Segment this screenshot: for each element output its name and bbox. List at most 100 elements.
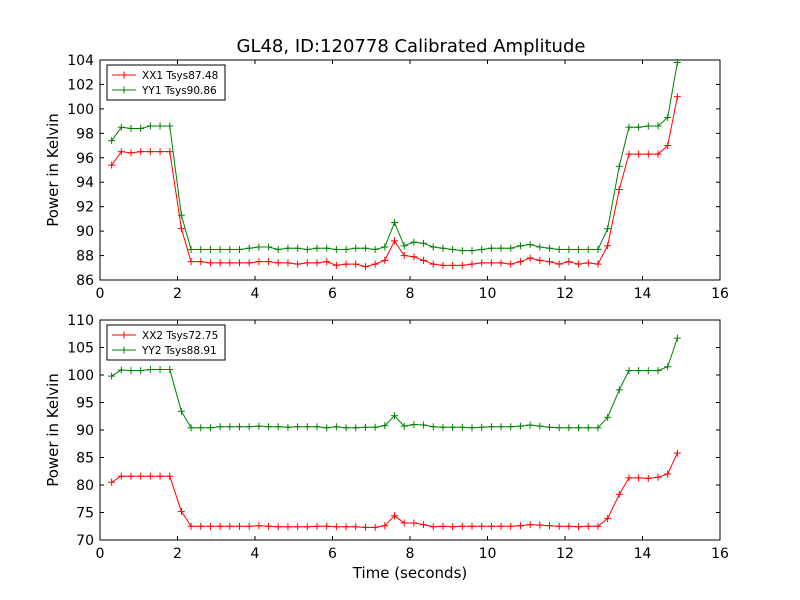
upper-series-xx1-point	[584, 259, 592, 267]
lower-series-yy2-point	[439, 423, 447, 431]
lower-series-xx2-point	[197, 522, 205, 530]
upper-series-xx1-point	[604, 242, 612, 250]
upper-legend-entry-yy1-label: YY1 Tsys90.86	[141, 85, 217, 97]
lower-series-yy2-point	[332, 423, 340, 431]
upper-y-tick-label: 102	[67, 77, 94, 93]
lower-series-yy2-point	[497, 423, 505, 431]
lower-legend-entry-xx2: XX2 Tsys72.75	[112, 330, 218, 342]
lower-legend-entry-yy2: YY2 Tsys88.91	[112, 345, 217, 357]
lower-y-tick-label: 95	[76, 396, 94, 412]
lower-series-xx2-point	[615, 490, 623, 498]
lower-series-yy2-point	[156, 366, 164, 373]
upper-series-yy1-point	[206, 245, 214, 253]
lower-series-yy2-point	[410, 421, 418, 428]
lower-series-yy2-point	[584, 424, 592, 432]
lower-series-yy2-point	[146, 366, 154, 373]
upper-series-xx1-point	[546, 258, 553, 266]
lower-series-xx2-point	[313, 522, 321, 530]
upper-y-tick-label: 104	[67, 53, 94, 69]
upper-legend: XX1 Tsys87.48 YY1 Tsys90.86	[106, 64, 226, 101]
lower-y-tick-label: 70	[76, 533, 94, 549]
lower-series-xx2-point	[439, 522, 447, 530]
upper-series-yy1-point	[361, 244, 369, 252]
upper-series-xx1-point	[294, 260, 302, 268]
upper-series-yy1-point	[487, 244, 495, 252]
lower-series-yy2-point	[468, 424, 476, 432]
lower-series-yy2-point	[381, 422, 389, 430]
lower-series-yy2-point	[265, 423, 273, 431]
upper-series-yy1-point	[644, 122, 652, 130]
lower-series-yy2-point	[575, 424, 583, 432]
lower-x-tick-label: 4	[251, 546, 260, 562]
lower-legend: XX2 Tsys72.75 YY2 Tsys88.91	[106, 324, 226, 361]
lower-series-xx2-point	[284, 523, 292, 531]
lower-series-xx2-point	[604, 515, 612, 523]
lower-x-tick-label: 16	[711, 546, 729, 562]
upper-series-xx1-point	[536, 256, 544, 264]
lower-series-yy2-point	[400, 422, 408, 430]
upper-series-xx1-point	[156, 148, 164, 156]
upper-series-xx1-point	[303, 259, 311, 267]
upper-legend-entry-xx1: XX1 Tsys87.48	[112, 70, 218, 82]
lower-series-xx2-point	[429, 523, 437, 531]
upper-series-yy1-point	[226, 245, 234, 253]
lower-y-tick-label: 105	[67, 341, 94, 357]
lower-series-yy2-point	[245, 423, 253, 431]
lower-legend-entry-yy2-label: YY2 Tsys88.91	[141, 345, 217, 357]
upper-series-yy1-point	[323, 244, 331, 252]
upper-series-xx1-point	[361, 263, 369, 271]
lower-series-xx2-point	[458, 522, 466, 530]
upper-x-tick-label: 10	[479, 286, 497, 302]
lower-series-xx2-point	[478, 522, 486, 530]
lower-x-axis-label: Time (seconds)	[352, 564, 468, 582]
upper-series-xx1-point	[439, 261, 447, 269]
lower-series-yy2-point	[197, 424, 205, 432]
upper-y-tick-label: 98	[76, 126, 94, 142]
upper-x-tick-label: 8	[406, 286, 415, 302]
upper-series-xx1-point	[245, 259, 253, 267]
upper-series-xx1-point	[555, 260, 563, 268]
upper-series-xx1-point	[565, 258, 573, 266]
lower-series-yy2-point	[284, 423, 292, 431]
lower-series-yy2-point	[127, 367, 135, 375]
upper-series-yy1-point	[555, 245, 563, 253]
lower-x-tick-label: 2	[173, 546, 182, 562]
upper-series-yy1-point	[156, 122, 164, 130]
lower-x-tick-label: 6	[328, 546, 337, 562]
lower-series-xx2-point	[156, 472, 164, 480]
lower-series-yy2-point	[644, 367, 652, 375]
upper-series-xx1-point	[226, 259, 234, 267]
upper-y-tick-label: 92	[76, 200, 94, 216]
lower-series-xx2-point	[303, 523, 311, 531]
lower-series-yy2-point	[546, 423, 553, 431]
upper-series-yy1-point	[332, 245, 340, 253]
upper-series-yy1-point	[391, 219, 398, 227]
lower-series-xx2-point	[274, 523, 282, 531]
upper-series-yy1-point	[635, 123, 643, 131]
upper-series-xx1-point	[313, 259, 321, 267]
upper-series-yy1-point	[458, 247, 466, 255]
upper-series-yy1-point	[166, 122, 174, 130]
upper-series-xx1-point	[146, 148, 154, 156]
lower-series-xx2-point	[575, 523, 583, 531]
upper-series-xx1-point	[371, 260, 379, 268]
upper-series-xx1-point	[615, 186, 623, 194]
upper-series-yy1-point	[381, 243, 389, 251]
upper-y-tick-label: 96	[76, 151, 94, 167]
upper-series-xx1-point	[265, 258, 273, 266]
lower-series-xx2-point	[323, 522, 331, 530]
lower-series-xx2-point	[187, 522, 195, 530]
upper-series-xx1-point	[497, 259, 505, 267]
lower-series-yy2-point	[303, 423, 311, 431]
lower-series-yy2-point	[236, 423, 243, 431]
lower-series-xx2-point	[332, 523, 340, 531]
upper-series-yy1-point	[420, 239, 428, 247]
upper-series-yy1-point	[575, 245, 583, 253]
lower-series-yy2-point	[615, 386, 623, 394]
upper-series-yy1-point	[654, 122, 662, 130]
lower-series-yy2-point	[536, 422, 544, 430]
lower-series-yy2-point	[391, 412, 398, 420]
upper-series-yy1-point	[127, 124, 135, 132]
lower-series-yy2-point	[323, 424, 331, 432]
lower-series-yy2-point	[565, 424, 573, 432]
